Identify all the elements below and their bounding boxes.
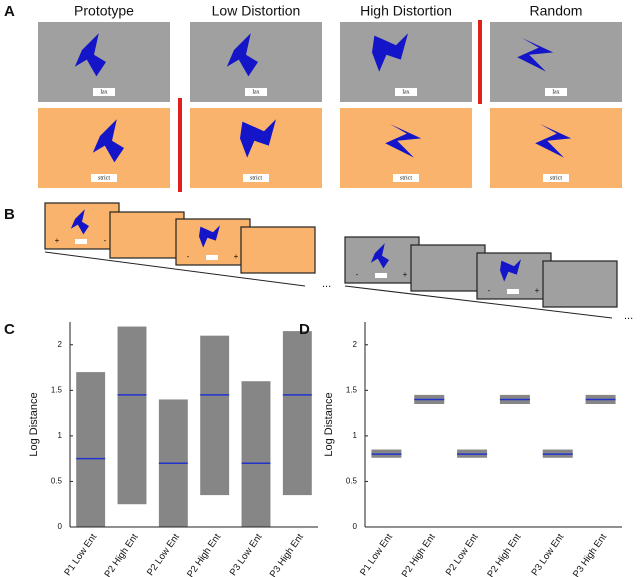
tag-box xyxy=(375,273,387,278)
strict-label: strict xyxy=(98,175,110,181)
x-tick-label: P2 Low Ent xyxy=(145,532,182,577)
x-tick-label: P2 High Ent xyxy=(400,532,438,577)
strict-label: strict xyxy=(250,175,262,181)
panel-letter: D xyxy=(299,321,310,338)
x-tick-label: P3 High Ent xyxy=(268,532,306,577)
strict-label: strict xyxy=(400,175,412,181)
sign: + xyxy=(403,270,408,279)
lax-label: lax xyxy=(552,89,559,95)
divider xyxy=(478,20,482,104)
y-axis-title: Log Distance xyxy=(323,392,335,456)
panel-letter: A xyxy=(4,3,15,20)
strip xyxy=(200,335,230,496)
sign: + xyxy=(535,286,540,295)
y-tick-label: 1 xyxy=(58,431,63,440)
sign: + xyxy=(234,252,239,261)
column-title: High Distortion xyxy=(360,3,452,19)
tag-box xyxy=(543,174,569,182)
tag-box xyxy=(395,88,417,96)
tag-box xyxy=(545,88,567,96)
sign: + xyxy=(55,236,60,245)
tag-box xyxy=(245,88,267,96)
x-tick-label: P3 High Ent xyxy=(571,532,609,577)
column-title: Prototype xyxy=(74,3,134,19)
y-tick-label: 0.5 xyxy=(346,477,358,486)
y-tick-label: 2 xyxy=(353,340,358,349)
x-tick-label: P2 High Ent xyxy=(185,532,223,577)
y-tick-label: 0 xyxy=(353,522,358,531)
divider xyxy=(178,98,182,192)
sign: - xyxy=(187,252,190,261)
lax-label: lax xyxy=(252,89,259,95)
y-tick-label: 1.5 xyxy=(51,385,63,394)
y-tick-label: 2 xyxy=(58,340,63,349)
ellipsis: ... xyxy=(322,278,331,290)
y-tick-label: 1.5 xyxy=(346,385,358,394)
x-tick-label: P1 Low Ent xyxy=(62,532,99,577)
y-tick-label: 0.5 xyxy=(51,477,63,486)
strip xyxy=(282,331,312,496)
panel-letter: C xyxy=(4,321,15,338)
panel-b: + - - + - + - +...... xyxy=(44,202,633,322)
ellipsis: ... xyxy=(624,310,633,322)
sign: - xyxy=(104,236,107,245)
sign: - xyxy=(488,286,491,295)
panel-a: Prototype lax strict Low Distortion lax stric… xyxy=(38,3,622,188)
strip xyxy=(76,372,106,527)
strip xyxy=(241,381,271,527)
tag-box xyxy=(393,174,419,182)
trial-frame xyxy=(410,244,486,292)
x-tick-label: P3 Low Ent xyxy=(228,532,265,577)
column-title: Random xyxy=(530,3,583,19)
strip xyxy=(117,326,147,505)
y-tick-label: 0 xyxy=(58,522,63,531)
lax-label: lax xyxy=(100,89,107,95)
panel-letter: B xyxy=(4,206,15,223)
x-tick-label: P2 High Ent xyxy=(102,532,140,577)
sign: - xyxy=(356,270,359,279)
x-tick-label: P1 Low Ent xyxy=(358,532,395,577)
tag-box xyxy=(75,239,87,244)
tag-box xyxy=(243,174,269,182)
y-tick-label: 1 xyxy=(353,431,358,440)
column-title: Low Distortion xyxy=(212,3,301,19)
y-axis-title: Log Distance xyxy=(28,392,40,456)
x-tick-label: P2 High Ent xyxy=(485,532,523,577)
tag-box xyxy=(91,174,117,182)
timeline xyxy=(344,285,613,319)
trial-frame xyxy=(542,260,618,308)
trial-frame xyxy=(109,211,185,259)
x-tick-label: P3 Low Ent xyxy=(529,532,566,577)
trial-frame xyxy=(240,226,316,274)
tag-box xyxy=(206,255,218,260)
lax-label: lax xyxy=(402,89,409,95)
tag-box xyxy=(93,88,115,96)
tag-box xyxy=(507,289,519,294)
timeline xyxy=(44,251,306,287)
x-tick-label: P2 Low Ent xyxy=(444,532,481,577)
strict-label: strict xyxy=(550,175,562,181)
